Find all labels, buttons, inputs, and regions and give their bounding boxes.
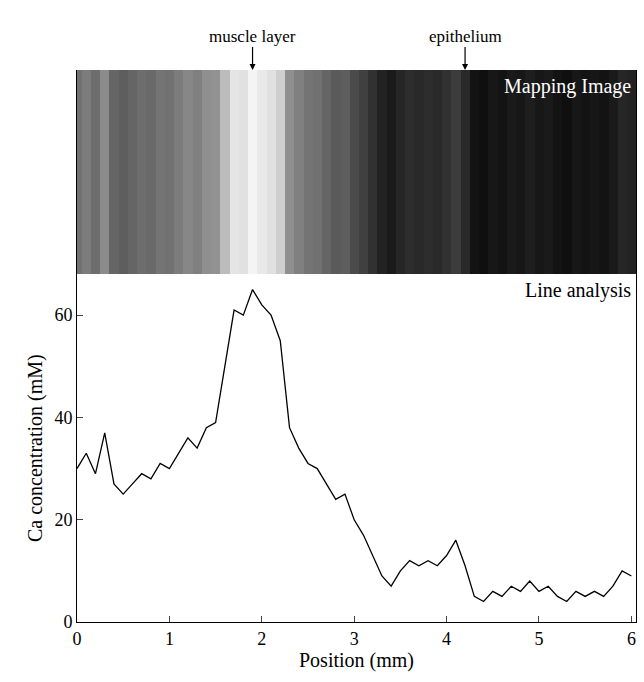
- svg-text:epithelium: epithelium: [429, 27, 502, 46]
- svg-text:6: 6: [627, 629, 636, 649]
- svg-text:20: 20: [54, 510, 72, 530]
- svg-text:Position (mm): Position (mm): [299, 649, 414, 672]
- svg-text:Ca concentration (mM): Ca concentration (mM): [24, 354, 47, 542]
- svg-text:Mapping Image: Mapping Image: [504, 75, 631, 98]
- svg-text:4: 4: [442, 629, 451, 649]
- svg-text:1: 1: [165, 629, 174, 649]
- svg-text:40: 40: [54, 408, 72, 428]
- svg-text:5: 5: [534, 629, 543, 649]
- svg-text:2: 2: [257, 629, 266, 649]
- svg-text:3: 3: [350, 629, 359, 649]
- svg-text:muscle layer: muscle layer: [209, 27, 296, 46]
- svg-text:0: 0: [63, 612, 72, 632]
- svg-text:0: 0: [73, 629, 82, 649]
- svg-text:Line analysis: Line analysis: [525, 279, 631, 302]
- svg-text:60: 60: [54, 305, 72, 325]
